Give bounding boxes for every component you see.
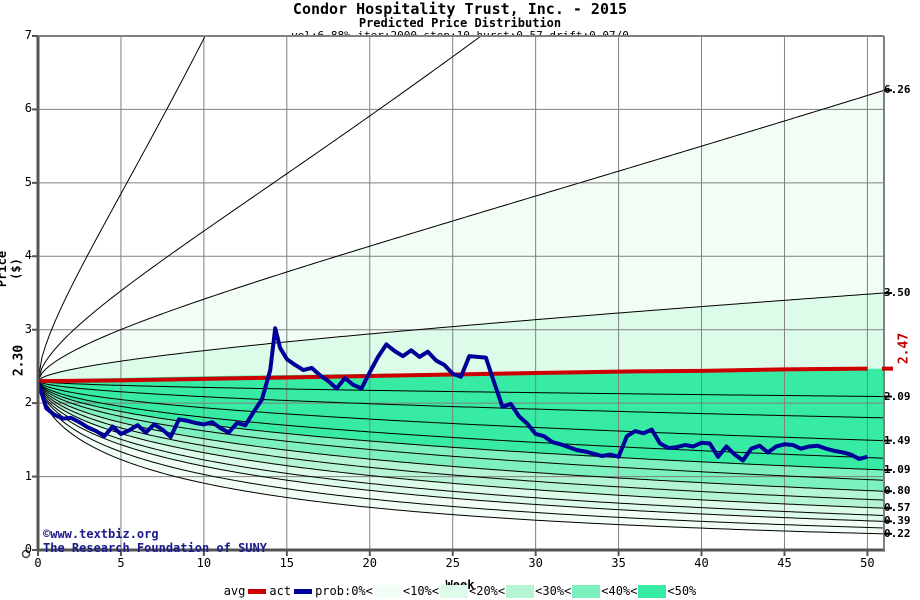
x-tick-5: 5 xyxy=(117,556,125,570)
legend-band-swatch-1 xyxy=(373,584,402,598)
legend-band-label-2: <20%< xyxy=(469,584,506,598)
legend-band-group: <10%< <20%< <30%< <40%< <50% xyxy=(373,584,696,598)
y-tick-6: 6 xyxy=(24,101,32,116)
x-tick-15: 15 xyxy=(279,556,295,570)
x-tick-0: 0 xyxy=(34,556,42,570)
x-tick-10: 10 xyxy=(196,556,212,570)
y-tick-3: 3 xyxy=(24,321,32,336)
right-tick-6-26: 6.26 xyxy=(884,83,911,97)
legend-act-label: act xyxy=(269,584,292,598)
x-tick-50: 50 xyxy=(860,556,875,570)
legend-item-avg: avg xyxy=(224,584,270,598)
legend-band-swatch-5 xyxy=(638,584,667,598)
legend-band-swatch-2 xyxy=(440,584,468,598)
x-tick-45: 45 xyxy=(777,556,792,570)
y-tick-2: 2 xyxy=(24,395,32,410)
legend-band-swatch-3 xyxy=(506,584,535,598)
right-average-price-label: 2.47 xyxy=(896,332,912,364)
right-tick-0-8: 0.80 xyxy=(884,484,911,498)
legend-item-prob: prob:0%< xyxy=(315,584,373,598)
y-tick-0: 0 xyxy=(24,542,32,556)
legend-band-label-1: <10%< xyxy=(402,584,439,598)
watermark-organization: The Research Foundation of SUNY xyxy=(43,541,267,555)
right-tick-0-22: 0.22 xyxy=(884,526,911,540)
right-tick-1-49: 1.49 xyxy=(884,433,911,447)
legend-avg-swatch xyxy=(248,588,267,594)
x-tick-35: 35 xyxy=(611,556,626,570)
legend-prob-label: prob:0%< xyxy=(315,584,373,598)
x-tick-25: 25 xyxy=(445,556,460,570)
x-tick-20: 20 xyxy=(362,556,377,570)
right-tick-0-57: 0.57 xyxy=(884,501,911,515)
legend-item-act: act xyxy=(269,584,315,598)
chart-legend: avg act prob:0%< <10%< <20%< <30%< <40%< <50… xyxy=(0,584,920,598)
right-tick-0-39: 0.39 xyxy=(884,514,911,528)
legend-band-label-3: <30%< xyxy=(535,584,572,598)
legend-band-swatch-4 xyxy=(572,584,601,598)
y-tick-1: 1 xyxy=(24,468,32,483)
legend-band-label-4: <40%< xyxy=(601,584,638,598)
y-tick-5: 5 xyxy=(24,174,32,189)
right-tick-2-09: 2.09 xyxy=(884,389,911,403)
right-tick-1-09: 1.09 xyxy=(884,462,911,476)
watermark-url: ©www.textbiz.org xyxy=(43,527,159,541)
y-tick-7: 7 xyxy=(24,28,32,42)
legend-band-label-5: <50% xyxy=(667,584,697,598)
left-current-price-label: 2.30 xyxy=(11,344,27,377)
x-tick-40: 40 xyxy=(694,556,709,570)
right-tick-3-5: 3.50 xyxy=(884,286,911,299)
y-tick-4: 4 xyxy=(24,248,32,263)
legend-act-swatch xyxy=(294,588,313,594)
x-tick-30: 30 xyxy=(528,556,543,570)
legend-avg-label: avg xyxy=(223,584,246,598)
